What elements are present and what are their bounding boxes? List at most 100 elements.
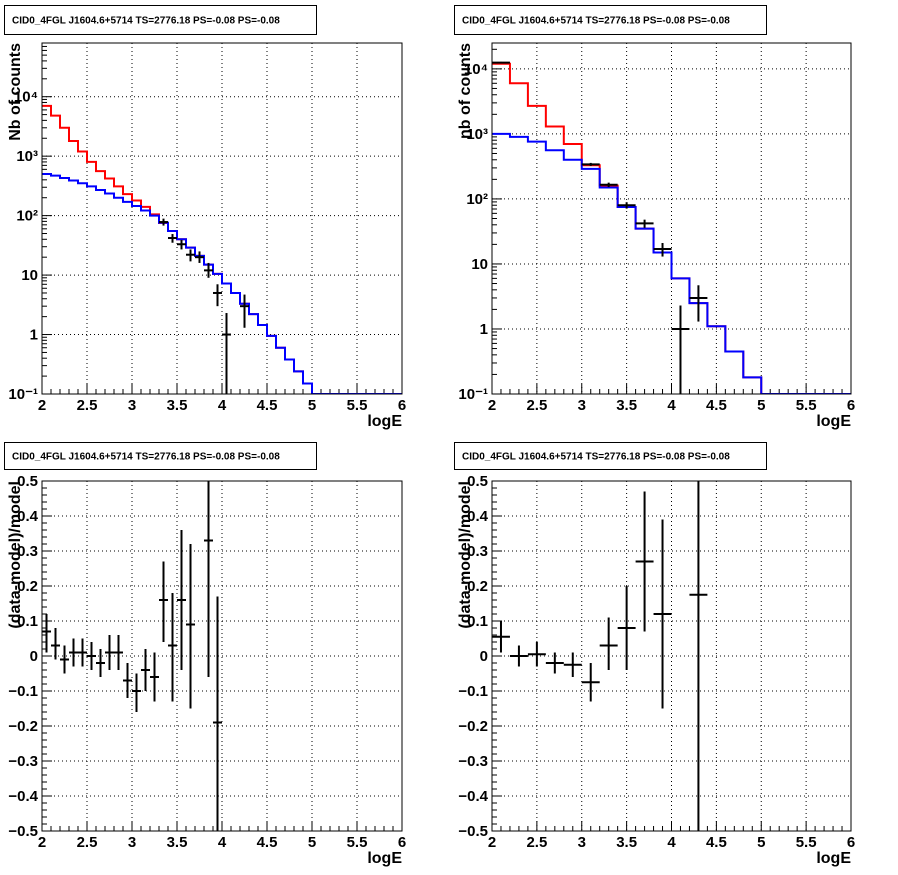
- y-tick-label: −0.2: [8, 718, 38, 735]
- chart-title: CID0_4FGL J1604.6+5714 TS=2776.18 PS=-0.…: [12, 16, 280, 27]
- x-tick-label: 2.5: [526, 834, 547, 851]
- x-tick-label: 3: [578, 397, 586, 414]
- x-tick-label: 3: [578, 834, 586, 851]
- x-tick-label: 2: [488, 834, 496, 851]
- data-point: [240, 294, 249, 328]
- chart-title-box: [454, 442, 767, 470]
- x-tick-label: 5: [757, 834, 765, 851]
- y-tick-label: −0.1: [458, 683, 488, 700]
- x-tick-label: 5.5: [796, 834, 817, 851]
- plot-frame: [491, 42, 852, 395]
- y-tick-label: 10⁻¹: [458, 386, 488, 403]
- chart-title: CID0_4FGL J1604.6+5714 TS=2776.18 PS=-0.…: [462, 16, 730, 27]
- data-point: [51, 628, 60, 660]
- axes: [41, 480, 403, 832]
- y-tick-label: 10²: [466, 191, 488, 208]
- data-point: [69, 638, 78, 667]
- chart-title-box: [4, 5, 317, 35]
- x-tick-label: 5: [308, 397, 316, 414]
- x-axis-title: logE: [367, 850, 402, 867]
- data-point: [168, 593, 177, 702]
- y-tick-label: 0.4: [467, 508, 489, 525]
- data-point: [213, 596, 222, 831]
- data-series: [492, 481, 708, 831]
- y-tick-label: 0.2: [467, 578, 488, 595]
- x-tick-label: 2: [488, 397, 496, 414]
- data-point: [617, 586, 636, 670]
- y-tick-label: 10: [21, 267, 38, 284]
- data-point: [168, 234, 177, 243]
- data-point: [159, 561, 168, 642]
- x-tick-label: 4: [218, 397, 227, 414]
- x-tick-label: 4: [667, 397, 676, 414]
- x-tick-label: 6: [398, 834, 406, 851]
- x-tick-label: 4.5: [706, 397, 727, 414]
- x-tick-label: 2: [38, 397, 46, 414]
- data-point: [492, 621, 510, 653]
- data-point: [545, 652, 564, 674]
- data-point: [123, 663, 132, 698]
- data-point: [689, 481, 708, 831]
- y-tick-label: 0.5: [467, 473, 488, 490]
- x-tick-label: 2.5: [526, 397, 547, 414]
- grid-lines: [42, 481, 402, 831]
- grid-lines: [492, 481, 851, 831]
- chart-title: CID0_4FGL J1604.6+5714 TS=2776.18 PS=-0.…: [462, 452, 730, 463]
- data-point: [563, 652, 582, 677]
- grid-lines: [492, 43, 851, 394]
- plot-frame: [491, 480, 852, 832]
- data-point: [195, 251, 204, 263]
- x-tick-label: 4.5: [257, 397, 278, 414]
- y-tick-label: 10⁴: [14, 89, 38, 106]
- y-tick-label: 0.1: [17, 613, 38, 630]
- data-point: [114, 635, 123, 670]
- data-point: [635, 491, 654, 632]
- y-tick-label: 10²: [16, 208, 38, 225]
- y-axis-title: (data-model)/model: [7, 481, 24, 629]
- y-tick-label: −0.4: [458, 788, 488, 805]
- data-point: [177, 239, 186, 250]
- data-point: [599, 182, 618, 188]
- x-tick-label: 4.5: [257, 834, 278, 851]
- step-series-1: [492, 62, 851, 394]
- data-point: [78, 638, 87, 667]
- data-point: [581, 663, 600, 702]
- y-tick-label: −0.3: [8, 753, 38, 770]
- y-tick-label: 10³: [16, 148, 38, 165]
- x-tick-label: 3.5: [616, 397, 637, 414]
- data-point: [617, 202, 636, 209]
- y-tick-label: 0.5: [17, 473, 38, 490]
- x-axis-title: logE: [367, 413, 402, 430]
- data-point: [204, 262, 213, 278]
- y-tick-label: −0.5: [458, 823, 488, 840]
- data-point: [689, 285, 708, 322]
- y-tick-label: −0.5: [8, 823, 38, 840]
- data-point: [186, 544, 195, 709]
- x-tick-label: 5.5: [796, 397, 817, 414]
- data-point: [599, 617, 618, 670]
- data-point: [653, 519, 672, 709]
- step-series-2: [42, 173, 402, 394]
- chart-panel-4: CID0_4FGL J1604.6+5714 TS=2776.18 PS=-0.…: [454, 442, 855, 867]
- y-tick-label: 0.3: [467, 543, 488, 560]
- y-tick-label: −0.4: [8, 788, 38, 805]
- x-tick-label: 4: [667, 834, 676, 851]
- data-point: [653, 242, 672, 257]
- y-tick-label: 0.2: [17, 578, 38, 595]
- x-axis-title: logE: [816, 413, 851, 430]
- step-series-2: [492, 132, 851, 394]
- y-tick-label: 0.1: [467, 613, 488, 630]
- x-tick-label: 2.5: [77, 397, 98, 414]
- data-point: [96, 649, 105, 677]
- x-tick-label: 6: [847, 834, 855, 851]
- y-tick-label: 0: [30, 648, 38, 665]
- data-point: [141, 649, 150, 691]
- y-tick-label: 10³: [466, 126, 488, 143]
- chart-panel-3: CID0_4FGL J1604.6+5714 TS=2776.18 PS=-0.…: [4, 442, 406, 867]
- data-point: [581, 162, 600, 166]
- y-tick-label: 0.4: [17, 508, 39, 525]
- y-tick-label: 1: [30, 327, 38, 344]
- data-series: [42, 481, 222, 831]
- x-tick-label: 5: [757, 397, 765, 414]
- data-point: [222, 313, 231, 394]
